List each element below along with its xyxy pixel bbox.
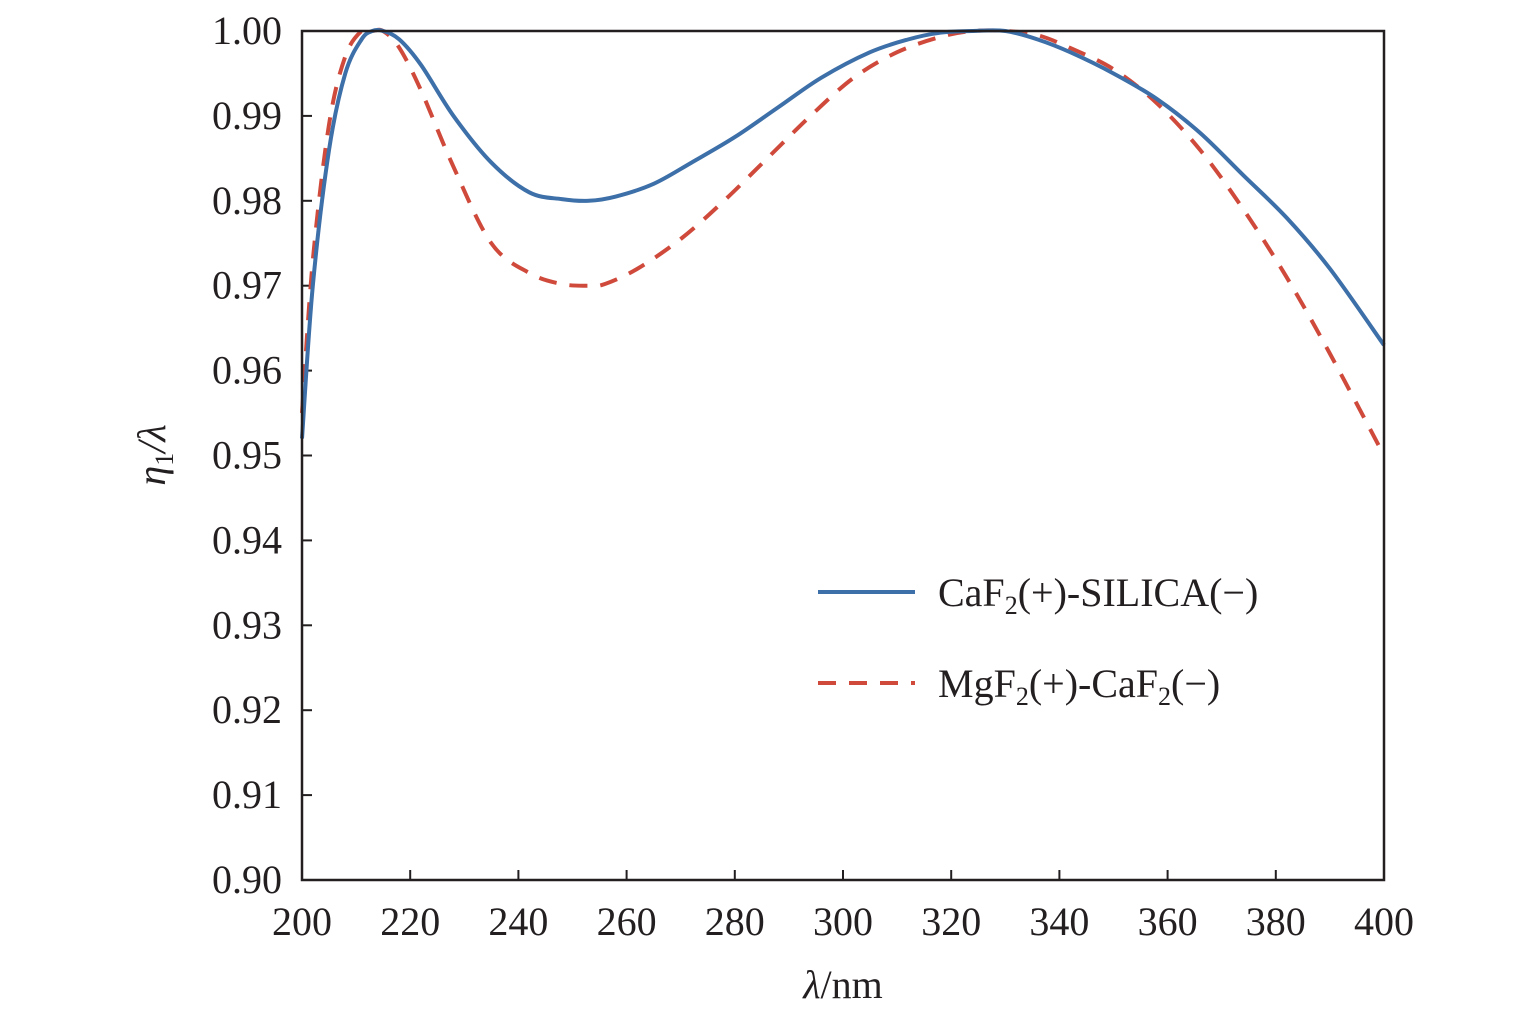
- x-tick-label: 240: [488, 899, 548, 944]
- x-tick-label: 340: [1029, 899, 1089, 944]
- legend: CaF2(+)-SILICA(−) MgF2(+)-CaF2(−): [818, 570, 1258, 711]
- tick-marks: [301, 30, 1385, 881]
- x-tick-label: 380: [1246, 899, 1306, 944]
- legend-label-1: MgF2(+)-CaF2(−): [938, 661, 1220, 711]
- y-tick-label: 1.00: [212, 8, 282, 53]
- x-tick-label: 200: [272, 899, 332, 944]
- y-tick-label: 0.95: [212, 433, 282, 478]
- series-line-solid: [300, 27, 1386, 439]
- x-axis-symbol: λ: [802, 962, 820, 1007]
- y-tick-label: 0.94: [212, 517, 282, 562]
- x-axis-unit: /nm: [821, 962, 883, 1007]
- x-tick-label: 320: [921, 899, 981, 944]
- series-line-dashed: [300, 27, 1386, 457]
- y-tick-label: 0.99: [212, 93, 282, 138]
- x-tick-label: 400: [1354, 899, 1414, 944]
- y-tick-label: 0.97: [212, 263, 282, 308]
- plot-frame: [300, 29, 1386, 882]
- y-axis-label: η1/λ: [129, 424, 179, 485]
- x-tick-label: 360: [1138, 899, 1198, 944]
- y-axis-symbol: η: [129, 466, 174, 486]
- y-tick-label: 0.90: [212, 857, 282, 902]
- y-tick-label: 0.91: [212, 772, 282, 817]
- y-axis-subscript: 1: [150, 453, 179, 466]
- y-tick-label: 0.93: [212, 602, 282, 647]
- x-tick-label: 260: [597, 899, 657, 944]
- legend-label-0: CaF2(+)-SILICA(−): [938, 570, 1258, 620]
- y-tick-label: 0.96: [212, 348, 282, 393]
- y-tick-label: 0.98: [212, 178, 282, 223]
- x-tick-label: 300: [813, 899, 873, 944]
- x-axis-label: λ/nm: [802, 962, 883, 1007]
- y-axis-rest: /λ: [129, 424, 174, 454]
- x-tick-label: 280: [705, 899, 765, 944]
- x-tick-labels: 200 220 240 260 280 300 320 340 360 380 400: [272, 899, 1414, 944]
- y-tick-labels: 0.90 0.91 0.92 0.93 0.94 0.95 0.96 0.97 0.98 0.99…: [212, 8, 282, 902]
- y-tick-label: 0.92: [212, 687, 282, 732]
- series-layer: [300, 27, 1386, 457]
- x-tick-label: 220: [380, 899, 440, 944]
